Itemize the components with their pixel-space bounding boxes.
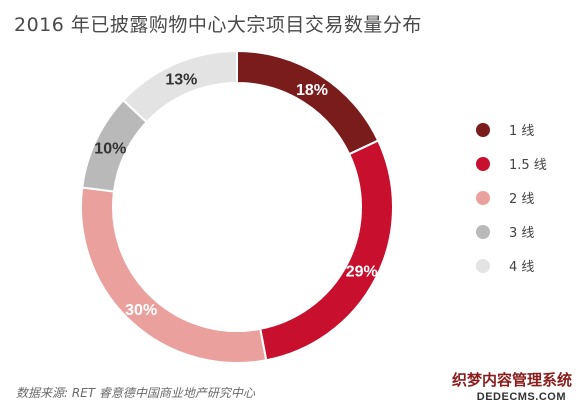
legend-label-2: 1.5 线 <box>509 158 547 173</box>
source-note: 数据来源: RET 睿意德中国商业地产研究中心 <box>16 386 255 400</box>
legend-swatch-1 <box>476 123 490 137</box>
legend-label-4: 3 线 <box>509 226 534 241</box>
legend-label-1: 1 线 <box>509 124 534 139</box>
slice-label-3: 30% <box>125 302 157 319</box>
slice-2 <box>259 139 394 362</box>
watermark-logo: 织梦内容管理系统 DEDECMS.COM <box>426 369 576 411</box>
slice-5 <box>121 49 238 124</box>
legend-swatch-5 <box>476 259 490 273</box>
legend: 1 线 1.5 线 2 线 3 线 4 线 <box>476 123 547 275</box>
legend-label-3: 2 线 <box>509 192 534 207</box>
watermark-text: 织梦内容管理系统 <box>451 371 572 389</box>
chart-title: 2016 年已披露购物中心大宗项目交易数量分布 <box>14 14 422 36</box>
legend-label-5: 4 线 <box>509 260 534 275</box>
slice-label-2: 29% <box>346 264 378 281</box>
slice-3 <box>80 186 268 364</box>
donut-slices <box>80 49 394 364</box>
legend-swatch-4 <box>476 225 490 239</box>
slice-label-1: 18% <box>296 82 328 99</box>
legend-swatch-3 <box>476 191 490 205</box>
slice-label-4: 10% <box>94 140 126 157</box>
slice-1 <box>236 49 380 156</box>
watermark-domain: DEDECMS.COM <box>476 391 566 403</box>
slice-labels: 18% 29% 30% 10% 13% <box>94 72 377 320</box>
legend-swatch-2 <box>476 157 490 171</box>
slice-label-5: 13% <box>165 72 197 89</box>
